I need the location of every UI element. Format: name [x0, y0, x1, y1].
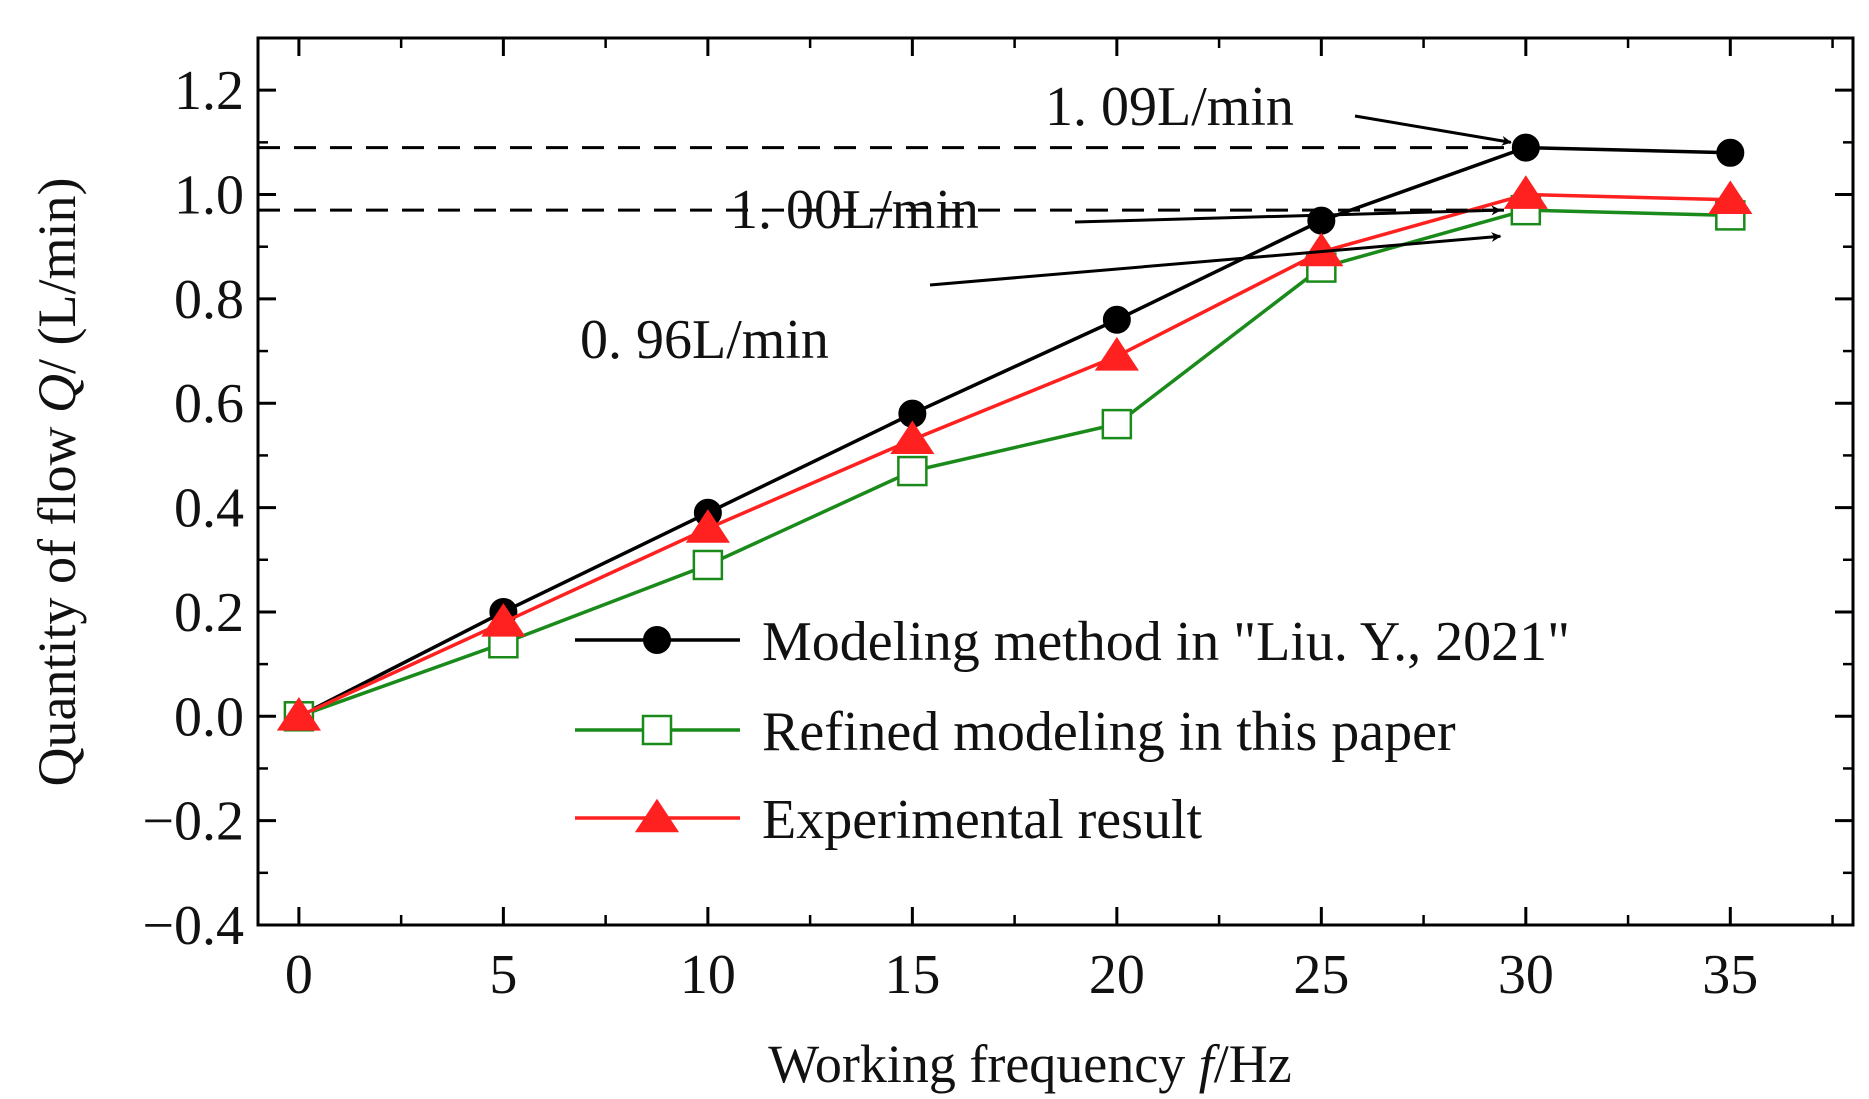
series-line [298, 192, 1731, 718]
y-tick-label: 1.0 [174, 165, 244, 227]
x-tick-label: 35 [1702, 944, 1758, 1006]
data-point [1708, 180, 1753, 215]
annotation-arrow [929, 232, 1502, 287]
x-tick-label: 5 [489, 944, 517, 1006]
data-point [897, 455, 928, 487]
y-tick-label: 0.6 [174, 373, 244, 435]
annotation-label: 1. 00L/min [730, 179, 979, 241]
data-point [1101, 408, 1133, 440]
data-point [685, 509, 730, 543]
annotation-layer: 1. 09L/min 1. 00L/min 0. 96L/min [580, 76, 1512, 371]
legend-marker [643, 626, 671, 654]
data-point [1307, 206, 1336, 235]
y-tick-label: 1.2 [174, 60, 244, 122]
legend-label: Modeling method in "Liu. Y., 2021" [762, 611, 1570, 673]
y-axis-variable: Q [27, 374, 87, 413]
legend-item-0: Modeling method in "Liu. Y., 2021" [575, 611, 1570, 673]
x-tick-label: 15 [884, 944, 940, 1006]
axes-layer: 0 5 10 15 20 25 30 35 −0.4 −0.2 0.0 0.2 0.4 0.6 0.8 1.0… [27, 36, 1855, 1094]
y-tick-label: −0.4 [142, 895, 244, 957]
annotation-arrow [1354, 114, 1512, 146]
legend-marker [641, 714, 673, 746]
legend-item-1: Refined modeling in this paper [575, 701, 1456, 763]
data-point [276, 696, 321, 731]
x-axis-label: Working frequency [768, 1034, 1199, 1094]
x-tick-label: 30 [1498, 944, 1554, 1006]
y-tick-label: 0.0 [174, 686, 244, 748]
y-axis-title: Quantity of flow Q/ (L/min) [27, 178, 87, 787]
data-point [1716, 138, 1745, 167]
series-2 [276, 175, 1753, 731]
annotation-label: 1. 09L/min [1045, 76, 1294, 138]
series-layer [276, 133, 1753, 732]
annotation-label: 0. 96L/min [580, 309, 829, 371]
y-axis-label: Quantity of flow [27, 413, 87, 786]
y-tick-label: 0.2 [174, 582, 244, 644]
data-point [1102, 305, 1131, 334]
data-point [481, 603, 526, 637]
x-tick-label: 0 [285, 944, 313, 1006]
series-line [298, 145, 1731, 718]
legend-item-2: Experimental result [575, 789, 1203, 851]
series-line [298, 208, 1731, 718]
x-tick-label: 10 [680, 944, 736, 1006]
annotation-arrow [1074, 205, 1502, 224]
y-tick-label: −0.2 [142, 791, 244, 853]
y-axis-unit: / (L/min) [27, 178, 87, 374]
legend: Modeling method in "Liu. Y., 2021" Refine… [575, 611, 1570, 851]
data-point [1094, 336, 1139, 371]
legend-marker [634, 798, 680, 833]
data-point [692, 549, 724, 581]
data-point [1511, 133, 1540, 162]
x-axis-title: Working frequency f/Hz [768, 1034, 1291, 1094]
series-1 [283, 194, 1746, 732]
x-tick-label: 25 [1293, 944, 1349, 1006]
data-point [890, 420, 935, 455]
y-tick-label: 0.4 [174, 478, 244, 540]
legend-label: Experimental result [762, 789, 1203, 851]
legend-label: Refined modeling in this paper [762, 701, 1456, 763]
x-axis-unit: /Hz [1214, 1034, 1292, 1094]
y-tick-label: 0.8 [174, 269, 244, 331]
plot-frame [256, 36, 1855, 927]
data-point [1503, 175, 1548, 209]
x-tick-label: 20 [1089, 944, 1145, 1006]
